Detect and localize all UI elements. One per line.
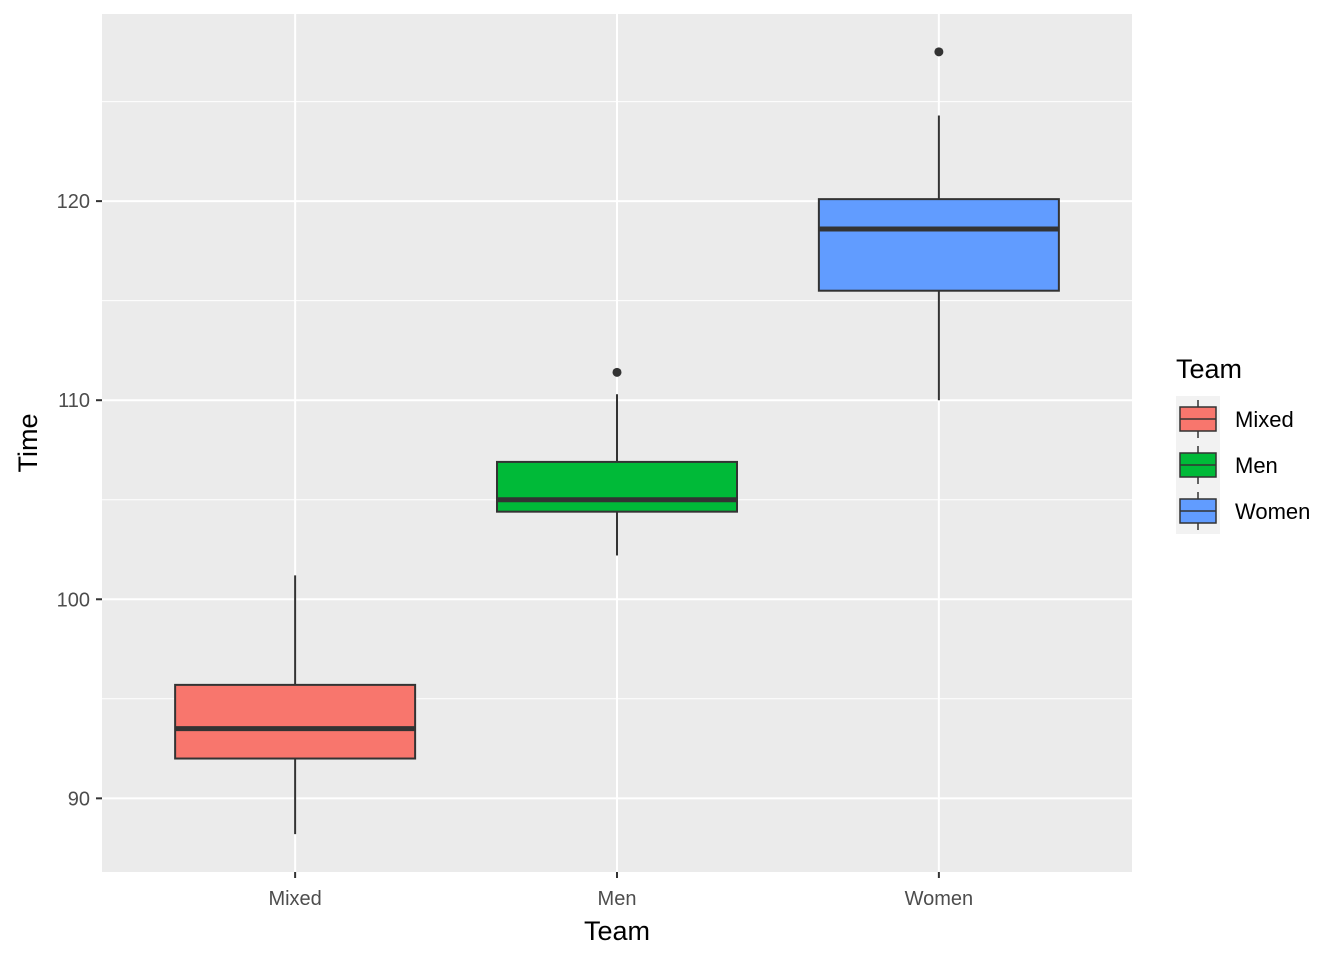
x-tick-label: Women xyxy=(905,888,974,910)
y-tick-label: 100 xyxy=(57,589,90,611)
box-men xyxy=(496,367,738,556)
iqr-box xyxy=(174,683,417,760)
legend-title: Team xyxy=(1176,354,1242,384)
legend-item-women: Women xyxy=(1176,488,1310,534)
y-tick-label: 90 xyxy=(68,788,90,810)
legend-label: Women xyxy=(1235,499,1310,524)
legend-item-mixed: Mixed xyxy=(1176,396,1294,442)
box-women xyxy=(817,47,1060,401)
y-tick-label: 120 xyxy=(57,191,90,213)
y-axis: 90 100 110 120 xyxy=(57,191,102,810)
outlier-point xyxy=(612,367,622,377)
y-axis-title: Time xyxy=(13,414,43,473)
legend-item-men: Men xyxy=(1176,442,1278,488)
outlier-point xyxy=(934,47,944,57)
iqr-box xyxy=(817,198,1060,292)
y-tick-label: 110 xyxy=(58,390,90,412)
x-tick-label: Mixed xyxy=(268,888,321,910)
legend-label: Men xyxy=(1235,453,1278,478)
legend-label: Mixed xyxy=(1235,407,1294,432)
iqr-box xyxy=(496,460,738,513)
box-mixed xyxy=(174,575,417,835)
boxes xyxy=(174,47,1060,835)
x-tick-label: Men xyxy=(598,888,637,910)
x-axis-title: Team xyxy=(584,916,650,946)
x-axis: Mixed Men Women xyxy=(268,872,973,910)
legend: Team Mixed Men Women xyxy=(1176,354,1310,534)
